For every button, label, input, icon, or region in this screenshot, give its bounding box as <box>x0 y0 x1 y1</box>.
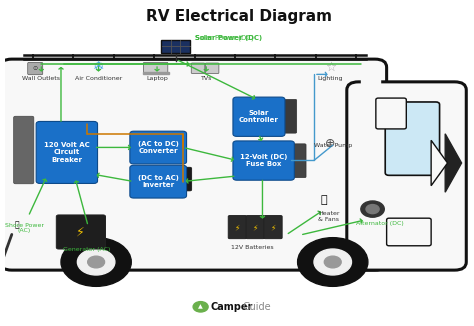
Text: ⚡: ⚡ <box>270 223 276 232</box>
Bar <box>143 72 169 74</box>
FancyBboxPatch shape <box>130 165 187 198</box>
Text: ❄: ❄ <box>92 60 104 74</box>
Text: RV Electrical Diagram: RV Electrical Diagram <box>146 9 332 24</box>
Circle shape <box>61 238 131 286</box>
Text: ▲: ▲ <box>198 304 203 309</box>
FancyBboxPatch shape <box>228 215 246 239</box>
Text: 12V Batteries: 12V Batteries <box>231 245 273 250</box>
FancyBboxPatch shape <box>36 122 98 184</box>
Text: Water Pump: Water Pump <box>314 143 352 148</box>
Text: Solar
Controller: Solar Controller <box>239 110 279 124</box>
Text: ⚡: ⚡ <box>235 223 240 232</box>
Text: Air Conditioner: Air Conditioner <box>75 76 122 81</box>
FancyBboxPatch shape <box>56 215 106 249</box>
Text: 🔌: 🔌 <box>14 220 19 229</box>
Circle shape <box>324 256 341 268</box>
Text: Solar Power (DC): Solar Power (DC) <box>195 35 262 41</box>
Polygon shape <box>431 140 447 186</box>
Text: (DC to AC)
Inverter: (DC to AC) Inverter <box>138 175 179 188</box>
FancyBboxPatch shape <box>14 116 34 184</box>
Text: Lighting: Lighting <box>318 76 343 81</box>
Circle shape <box>193 302 208 312</box>
FancyBboxPatch shape <box>246 215 264 239</box>
Text: ⚡: ⚡ <box>253 223 258 232</box>
FancyBboxPatch shape <box>376 98 406 129</box>
FancyBboxPatch shape <box>347 82 466 270</box>
Bar <box>361 75 380 254</box>
Text: ☆: ☆ <box>325 61 336 74</box>
Text: Heater
& Fans: Heater & Fans <box>318 211 340 222</box>
FancyBboxPatch shape <box>264 215 282 239</box>
FancyBboxPatch shape <box>233 97 285 136</box>
FancyBboxPatch shape <box>130 131 187 164</box>
Circle shape <box>77 249 115 275</box>
Text: Generator (AC): Generator (AC) <box>63 246 110 252</box>
Text: Alternator (DC): Alternator (DC) <box>356 221 403 226</box>
Text: 120 Volt AC
Circuit
Breaker: 120 Volt AC Circuit Breaker <box>44 142 90 163</box>
Text: Guide: Guide <box>242 302 271 312</box>
FancyBboxPatch shape <box>162 167 191 191</box>
FancyBboxPatch shape <box>387 218 431 246</box>
Text: Camper: Camper <box>211 302 253 312</box>
FancyBboxPatch shape <box>0 59 387 270</box>
FancyBboxPatch shape <box>281 99 297 133</box>
Text: Solar Power (DC): Solar Power (DC) <box>194 35 253 41</box>
FancyBboxPatch shape <box>385 102 439 175</box>
Text: Wall Outlets: Wall Outlets <box>22 76 60 81</box>
Circle shape <box>366 204 379 214</box>
Circle shape <box>88 256 105 268</box>
Circle shape <box>298 238 368 286</box>
FancyBboxPatch shape <box>144 62 168 73</box>
FancyBboxPatch shape <box>205 63 219 73</box>
Text: 🔥: 🔥 <box>320 195 327 205</box>
Text: 12-Volt (DC)
Fuse Box: 12-Volt (DC) Fuse Box <box>240 154 287 167</box>
Text: (AC to DC)
Converter: (AC to DC) Converter <box>138 141 179 154</box>
FancyBboxPatch shape <box>161 40 190 53</box>
Circle shape <box>361 201 384 217</box>
Text: ⚡: ⚡ <box>76 225 85 238</box>
FancyBboxPatch shape <box>191 63 205 73</box>
Text: Shore Power
(AC): Shore Power (AC) <box>5 223 44 233</box>
Text: Laptop: Laptop <box>146 76 168 81</box>
Circle shape <box>314 249 352 275</box>
FancyBboxPatch shape <box>233 141 294 180</box>
Text: ⊙: ⊙ <box>33 66 38 71</box>
Polygon shape <box>445 134 462 192</box>
Text: ⊕: ⊕ <box>325 137 336 150</box>
FancyBboxPatch shape <box>27 62 43 75</box>
Text: TVs: TVs <box>201 76 212 81</box>
FancyBboxPatch shape <box>290 144 306 178</box>
